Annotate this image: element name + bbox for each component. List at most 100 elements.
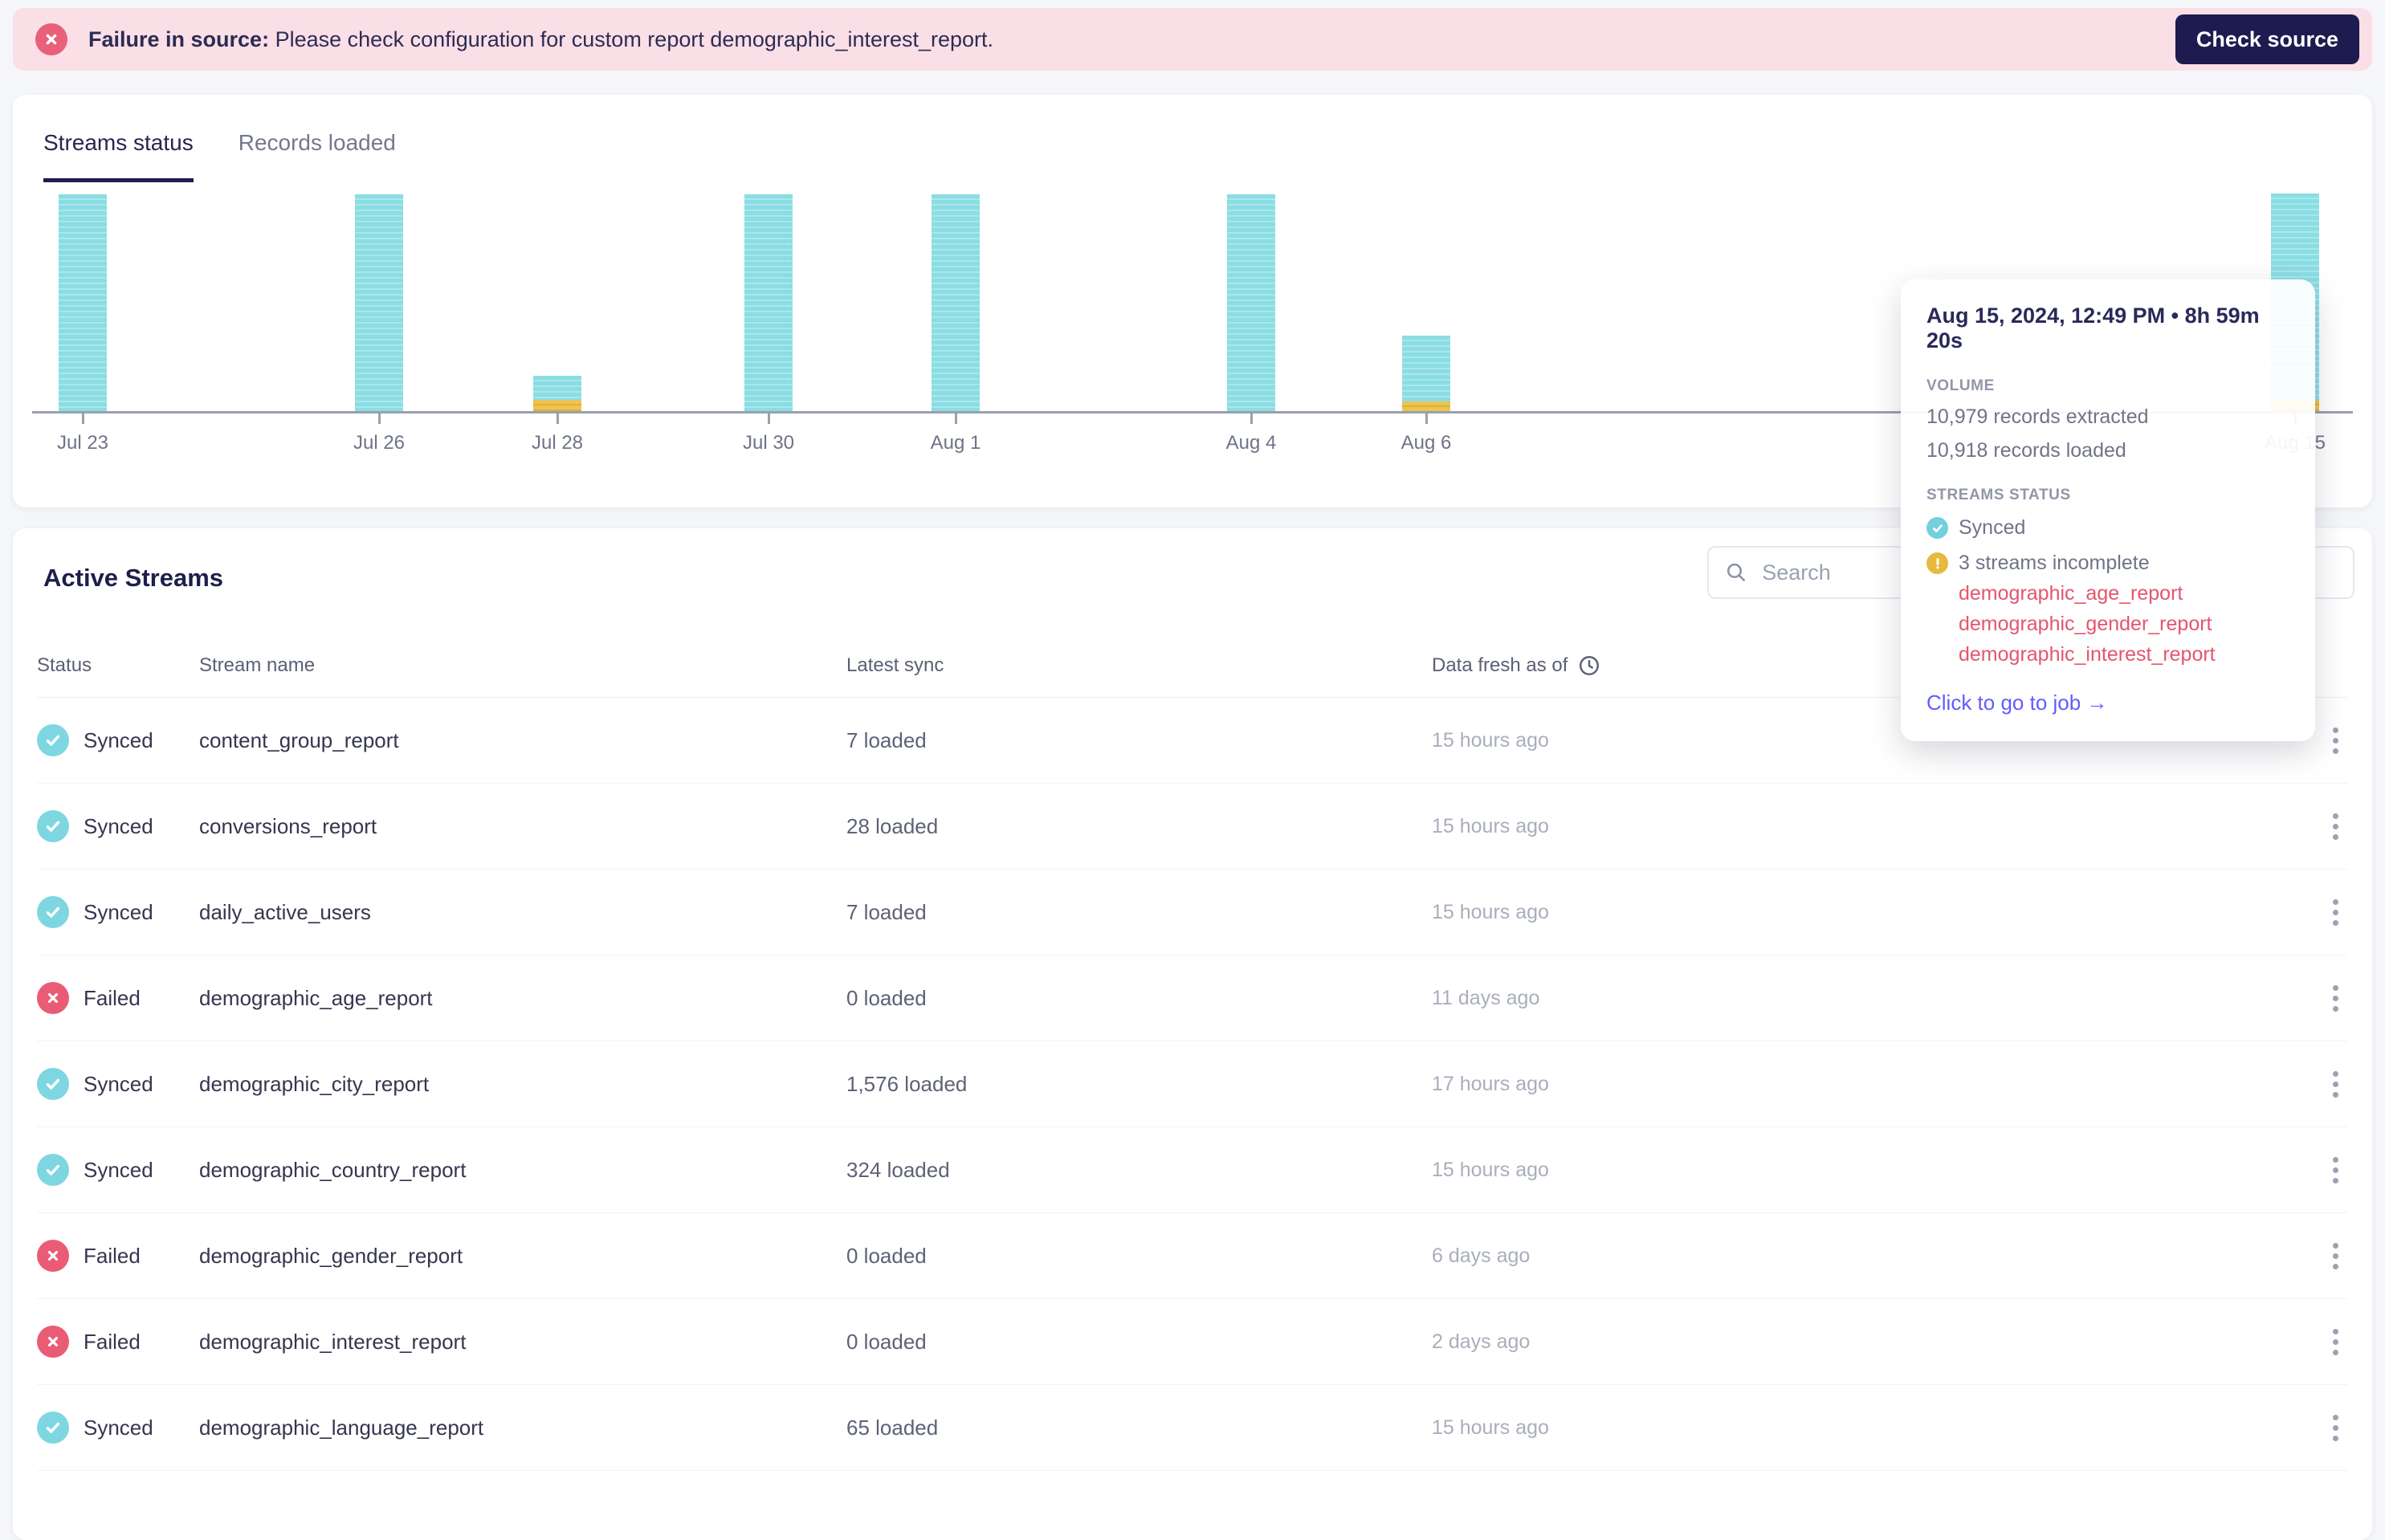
table-row: Failed demographic_gender_report 0 loade… — [37, 1213, 2348, 1299]
row-menu-button[interactable] — [2323, 1236, 2348, 1276]
latest-sync-value: 1,576 loaded — [846, 1071, 968, 1096]
warning-icon — [1926, 552, 1948, 574]
status-cell: Synced — [37, 1412, 199, 1444]
table-row: Synced content_group_report 7 loaded 15 … — [37, 698, 2348, 784]
data-fresh-value: 6 days ago — [1432, 1244, 1531, 1267]
latest-sync-value: 324 loaded — [846, 1157, 950, 1182]
status-cell: Synced — [37, 724, 199, 756]
check-source-button[interactable]: Check source — [2175, 14, 2359, 64]
synced-icon — [37, 724, 69, 756]
table-row: Synced demographic_city_report 1,576 loa… — [37, 1041, 2348, 1127]
stream-name: demographic_gender_report — [199, 1243, 463, 1268]
table-row: Failed demographic_age_report 0 loaded 1… — [37, 955, 2348, 1041]
go-to-job-link[interactable]: Click to go to job → — [1926, 691, 2108, 715]
chart-bar-aug-1[interactable] — [932, 194, 980, 411]
records-extracted: 10,979 records extracted — [1926, 405, 2149, 428]
col-status: Status — [37, 654, 92, 676]
chart-x-label: Aug 6 — [1400, 432, 1452, 454]
chart-tabs: Streams status Records loaded — [13, 95, 2372, 182]
row-menu-button[interactable] — [2323, 807, 2348, 846]
row-menu-button[interactable] — [2323, 721, 2348, 760]
banner-message-body: Please check configuration for custom re… — [275, 26, 994, 51]
synced-icon — [37, 1154, 69, 1186]
row-menu-button[interactable] — [2323, 979, 2348, 1018]
chart-bar-aug-6[interactable] — [1402, 336, 1450, 411]
banner-message: Failure in source: Please check configur… — [88, 27, 993, 52]
row-menu-button[interactable] — [2323, 1408, 2348, 1448]
stream-name: conversions_report — [199, 813, 377, 838]
volume-section-label: VOLUME — [1926, 377, 1995, 394]
row-menu-button[interactable] — [2323, 1322, 2348, 1362]
chart-tick — [1425, 414, 1428, 424]
chart-bar-jul-26[interactable] — [355, 194, 403, 411]
stream-name: demographic_city_report — [199, 1071, 430, 1096]
stream-name: demographic_interest_report — [199, 1329, 467, 1354]
table-row: Synced daily_active_users 7 loaded 15 ho… — [37, 870, 2348, 955]
search-icon — [1727, 563, 1746, 581]
synced-status: Synced — [1926, 516, 2289, 540]
col-data-fresh: Data fresh as of — [1432, 654, 2292, 678]
error-icon — [35, 23, 67, 55]
row-menu-button[interactable] — [2323, 1065, 2348, 1104]
incomplete-stream-link[interactable]: demographic_interest_report — [1959, 643, 2216, 666]
chart-tick — [378, 414, 381, 424]
chart-bar-jul-28[interactable] — [533, 376, 581, 411]
latest-sync-value: 0 loaded — [846, 1243, 927, 1268]
chart-bar-aug-4[interactable] — [1227, 194, 1275, 411]
table-row: Synced demographic_language_report 65 lo… — [37, 1385, 2348, 1471]
failed-icon — [37, 1240, 69, 1272]
check-icon — [1926, 517, 1948, 539]
latest-sync-value: 7 loaded — [846, 727, 927, 752]
data-fresh-value: 15 hours ago — [1432, 1416, 1549, 1439]
banner-message-prefix: Failure in source: — [88, 26, 270, 51]
table-row: Synced conversions_report 28 loaded 15 h… — [37, 784, 2348, 870]
data-fresh-value: 15 hours ago — [1432, 814, 1549, 837]
status-cell: Synced — [37, 896, 199, 928]
tooltip-title: Aug 15, 2024, 12:49 PM • 8h 59m 20s — [1926, 304, 2260, 352]
stream-name: demographic_country_report — [199, 1157, 467, 1182]
streams-status-section-label: STREAMS STATUS — [1926, 487, 2071, 503]
status-label: Synced — [84, 813, 153, 838]
synced-icon — [37, 1412, 69, 1444]
active-streams-card: Active Streams Status Stream name Latest… — [13, 528, 2372, 1540]
chart-bar-jul-23[interactable] — [59, 194, 107, 411]
data-fresh-value: 2 days ago — [1432, 1330, 1531, 1353]
incomplete-stream-link[interactable]: demographic_age_report — [1959, 582, 2183, 605]
tab-records-loaded[interactable]: Records loaded — [238, 130, 396, 155]
chart-tick — [768, 414, 770, 424]
status-cell: Failed — [37, 1240, 199, 1272]
failed-icon — [37, 1326, 69, 1358]
stream-name: demographic_language_report — [199, 1415, 484, 1440]
chart-tick — [1250, 414, 1253, 424]
status-cell: Synced — [37, 1154, 199, 1186]
status-label: Failed — [84, 985, 141, 1010]
synced-icon — [37, 810, 69, 842]
chart-bar-jul-30[interactable] — [744, 194, 793, 411]
status-cell: Synced — [37, 1068, 199, 1100]
synced-icon — [37, 896, 69, 928]
latest-sync-value: 0 loaded — [846, 985, 927, 1010]
sync-tooltip: Aug 15, 2024, 12:49 PM • 8h 59m 20s VOLU… — [1901, 279, 2315, 741]
data-fresh-value: 11 days ago — [1432, 986, 1540, 1009]
chart-tick — [82, 414, 84, 424]
stream-name: daily_active_users — [199, 899, 371, 924]
active-streams-title: Active Streams — [43, 564, 224, 592]
chart-x-axis — [32, 411, 2353, 414]
chart-x-label: Aug 1 — [930, 432, 981, 454]
row-menu-button[interactable] — [2323, 893, 2348, 932]
incomplete-stream-link[interactable]: demographic_gender_report — [1959, 613, 2212, 635]
clock-icon — [1580, 655, 1600, 676]
stream-name: content_group_report — [199, 727, 399, 752]
col-latest-sync: Latest sync — [846, 654, 944, 676]
stream-name: demographic_age_report — [199, 985, 433, 1010]
incomplete-stream-list: demographic_age_report demographic_gender… — [1959, 582, 2289, 666]
data-fresh-value: 15 hours ago — [1432, 728, 1549, 752]
chart-x-label: Jul 26 — [353, 432, 406, 454]
row-menu-button[interactable] — [2323, 1151, 2348, 1190]
data-fresh-value: 15 hours ago — [1432, 900, 1549, 923]
incomplete-status: 3 streams incomplete — [1926, 552, 2289, 575]
status-label: Synced — [84, 727, 153, 752]
table-row: Failed demographic_interest_report 0 loa… — [37, 1299, 2348, 1385]
tab-streams-status[interactable]: Streams status — [43, 130, 194, 182]
status-cell: Failed — [37, 1326, 199, 1358]
